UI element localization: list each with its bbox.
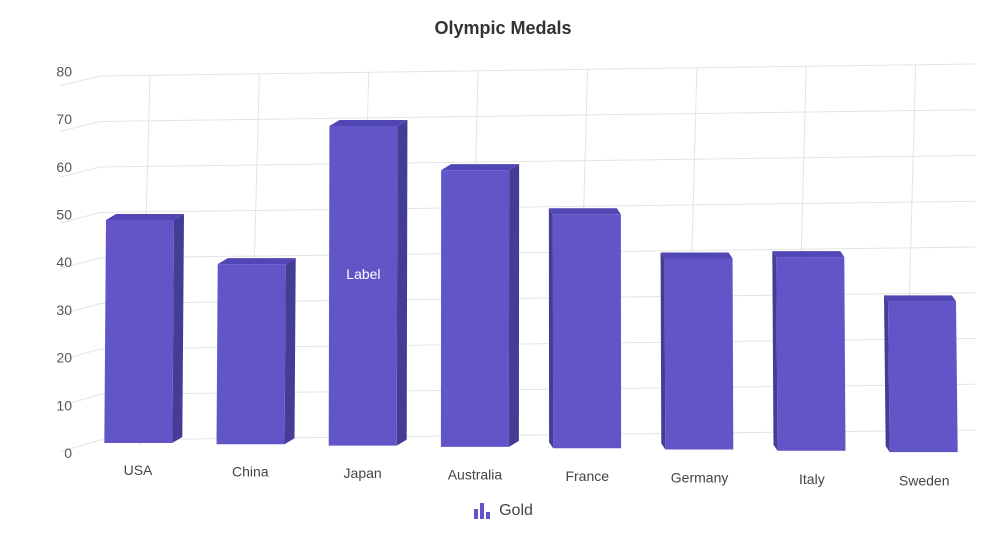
bar-top [329, 119, 408, 126]
x-tick-label: Italy [799, 471, 825, 487]
legend-item-gold[interactable]: Gold [473, 502, 533, 520]
y-tick-label: 80 [56, 63, 72, 79]
bar-front [104, 219, 174, 443]
y-tick-label: 30 [56, 302, 72, 318]
bar-front [552, 214, 622, 449]
gridline-stub [59, 75, 101, 87]
bar-side [884, 295, 890, 453]
bar-usa[interactable] [104, 213, 184, 443]
bar-germany[interactable] [660, 252, 734, 450]
y-tick-label: 60 [56, 159, 72, 175]
gridline-horizontal [99, 63, 976, 77]
data-label: Label [346, 266, 380, 282]
bar-japan[interactable] [328, 119, 408, 446]
gridline-stub [59, 303, 101, 316]
y-tick-label: 10 [56, 397, 72, 413]
bar-front [328, 125, 398, 446]
bar-top [106, 213, 184, 220]
bar-top [772, 251, 845, 258]
gridline-horizontal [99, 200, 976, 213]
bar-france[interactable] [548, 208, 622, 449]
x-tick-label: Australia [448, 467, 503, 483]
gridline-horizontal [99, 109, 976, 122]
y-tick-label: 20 [56, 350, 72, 366]
gridline-stub [59, 121, 101, 132]
gridline-horizontal [99, 155, 976, 168]
bar-side [548, 208, 554, 449]
y-tick-label: 50 [56, 207, 72, 223]
y-tick-label: 70 [56, 111, 72, 127]
chart-title: Olympic Medals [434, 18, 572, 38]
x-tick-label: Japan [344, 465, 382, 481]
bar-australia[interactable] [440, 164, 520, 447]
y-tick-label: 0 [64, 445, 72, 461]
x-tick-label: Sweden [899, 473, 950, 489]
bar-front [664, 258, 734, 450]
bar-top [217, 258, 296, 265]
y-tick-label: 40 [56, 254, 72, 270]
gridline-stub [59, 439, 101, 453]
bar-side [172, 213, 184, 443]
x-tick-label: France [565, 468, 609, 484]
bar-top [884, 295, 956, 302]
gridline-horizontal [99, 246, 976, 259]
bar-side [772, 251, 778, 451]
gridline-stub [59, 166, 101, 178]
gridline-stub [59, 348, 101, 361]
bar-top [548, 208, 621, 215]
bar-italy[interactable] [772, 251, 846, 451]
bar-front [888, 301, 958, 453]
bar-china[interactable] [216, 258, 296, 445]
legend: Gold [0, 502, 1006, 520]
bar-chart-icon [474, 503, 491, 519]
bar-side [660, 252, 666, 450]
gridline-stub [59, 212, 101, 224]
gridline-stub [59, 394, 101, 407]
bar-front [216, 264, 286, 445]
bar-side [284, 258, 296, 445]
x-tick-label: USA [124, 462, 153, 478]
bar-side [508, 164, 520, 447]
gridline-stub [59, 257, 101, 270]
bar-front [440, 170, 510, 447]
x-tick-label: Germany [671, 470, 729, 486]
bar-front [776, 257, 846, 451]
legend-label: Gold [499, 502, 533, 519]
bar-side [396, 119, 408, 446]
bar-top [660, 252, 733, 259]
bar-sweden[interactable] [884, 295, 958, 453]
x-tick-label: China [232, 464, 269, 480]
bar-top [441, 164, 520, 171]
